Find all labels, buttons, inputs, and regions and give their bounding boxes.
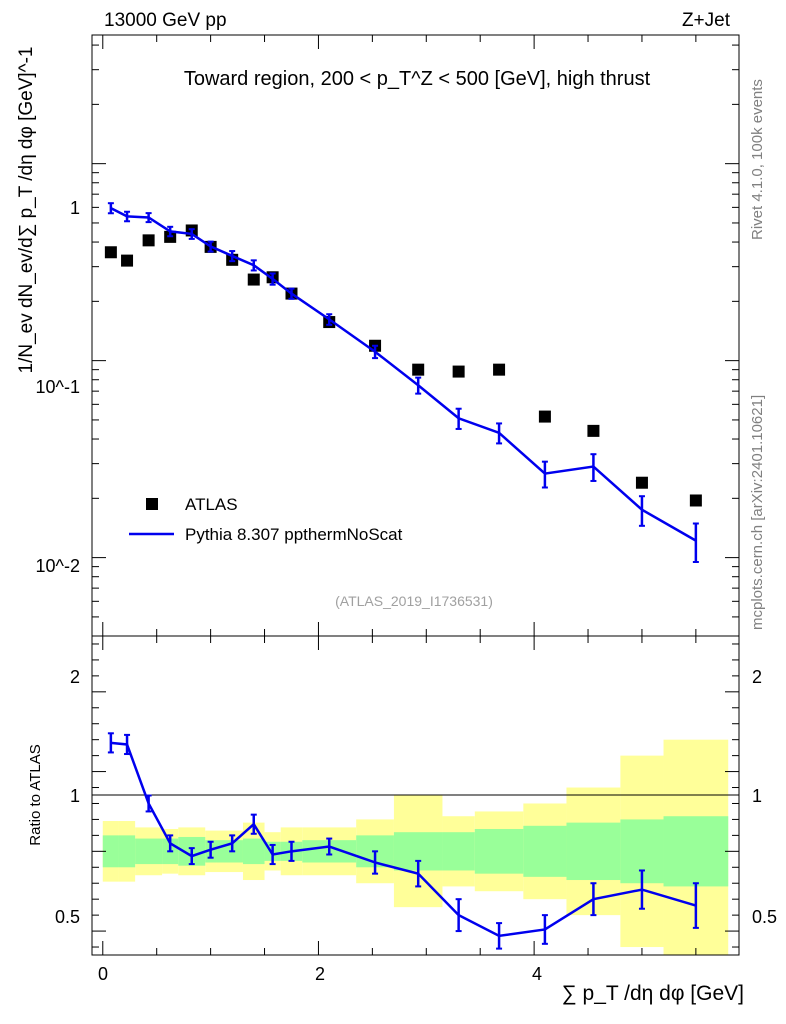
plot-title: Toward region, 200 < p_T^Z < 500 [GeV], … [184,68,651,90]
analysis-id: (ATLAS_2019_I1736531) [335,593,493,609]
main-data-layer [104,202,702,564]
ratio-panel: 2 1 0.5 2 1 0.5 Ratio to ATLAS 0 2 4 ∑ p… [27,635,777,1005]
atlas-data-point [689,494,702,507]
xtick-label-2: 2 [315,964,325,984]
main-ytick-label-0.01: 10^-2 [36,556,80,576]
atlas-data-point [493,363,506,376]
ratio-band-inner [102,835,119,868]
legend-data-label: ATLAS [185,495,238,514]
ratio-band-inner [474,828,524,874]
ratio-ytick-label-2: 2 [70,667,80,687]
main-tick-marks [92,35,739,637]
mc-series-line [110,206,697,542]
ratio-frame [91,635,740,956]
x-axis-label: ∑ p_T /dη dφ [GeV] [562,982,744,1005]
atlas-data-point [587,424,600,437]
atlas-data-point [104,246,117,259]
atlas-data-point [142,234,155,247]
ratio-ytick-label-0.5: 0.5 [55,907,80,927]
legend: ATLAS Pythia 8.307 ppthermNoScat [129,495,403,544]
ratio-band-inner [118,835,136,868]
atlas-data-point [121,254,134,267]
main-frame [91,34,740,637]
ratio-data-layer [107,732,699,950]
ratio-bands [102,739,729,955]
xtick-label-0: 0 [98,964,108,984]
legend-data-marker [146,498,158,510]
ratio-band-inner [242,838,265,865]
mcplots-site-label: mcplots.cern.ch [arXiv:2401.10621] [749,395,766,630]
main-panel: Toward region, 200 < p_T^Z < 500 [GeV], … [16,34,740,637]
ratio-ytick-label-right-2: 2 [752,667,762,687]
ratio-ytick-label-right-0.5: 0.5 [752,907,777,927]
atlas-data-point [412,363,425,376]
ratio-band-inner [442,832,475,871]
ratio-band-inner [135,838,163,865]
ratio-tick-marks [92,636,739,955]
main-y-axis-label: 1/N_ev dN_ev/d∑ p_T /dη dφ [GeV]^-1 [16,47,37,374]
ratio-ytick-label-1: 1 [70,786,80,806]
main-ytick-label-1: 1 [70,198,80,218]
ratio-y-axis-label: Ratio to ATLAS [27,744,44,845]
atlas-data-point [538,410,551,423]
ratio-ytick-label-right-1: 1 [752,786,762,806]
atlas-data-point [452,365,465,378]
ratio-band-inner [566,822,621,881]
atlas-data-point [247,273,260,286]
xtick-label-4: 4 [532,964,542,984]
ratio-band-inner [523,825,567,877]
ratio-band-inner [663,816,729,887]
rivet-version-label: Rivet 4.1.0, 100k events [749,79,766,240]
atlas-data-point [635,476,648,489]
main-ytick-label-0.1: 10^-1 [36,377,80,397]
legend-mc-label: Pythia 8.307 ppthermNoScat [185,525,403,544]
header-left-label: 13000 GeV pp [104,10,227,31]
header-right-label: Z+Jet [682,10,731,31]
